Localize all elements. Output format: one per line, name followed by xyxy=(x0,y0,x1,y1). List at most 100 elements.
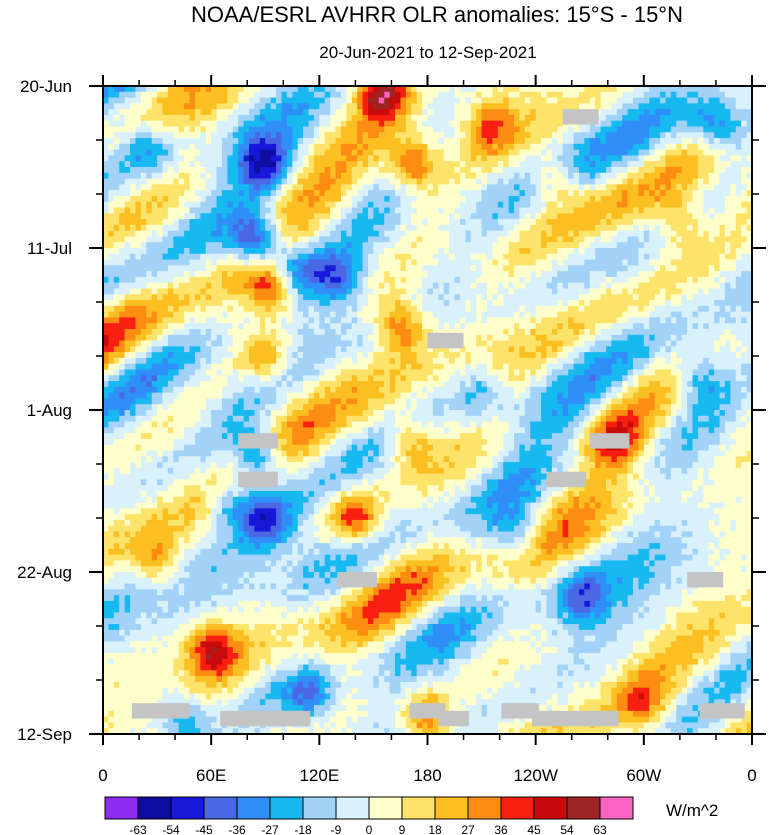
heatmap-cell xyxy=(568,190,575,197)
heatmap-cell xyxy=(465,172,472,180)
heatmap-cell xyxy=(211,259,218,266)
heatmap-cell xyxy=(638,167,645,174)
heatmap-cell xyxy=(449,242,456,249)
heatmap-cell xyxy=(465,167,472,174)
heatmap-cell xyxy=(492,317,499,324)
heatmap-cell xyxy=(530,178,537,185)
heatmap-cell xyxy=(557,120,564,128)
heatmap-cell xyxy=(146,91,153,99)
heatmap-cell xyxy=(368,138,375,145)
heatmap-cell xyxy=(119,311,126,319)
heatmap-cell xyxy=(232,109,239,116)
heatmap-cell xyxy=(454,288,461,295)
heatmap-cell xyxy=(378,276,385,284)
heatmap-cell xyxy=(297,288,304,295)
heatmap-cell xyxy=(146,305,153,313)
heatmap-cell xyxy=(611,230,618,238)
heatmap-cell xyxy=(454,114,461,122)
heatmap-cell xyxy=(303,120,310,128)
heatmap-cell xyxy=(411,259,418,266)
heatmap-cell xyxy=(605,161,612,168)
heatmap-cell xyxy=(211,184,218,191)
heatmap-cell xyxy=(319,103,326,110)
heatmap-cell xyxy=(638,132,645,139)
heatmap-cell xyxy=(654,155,661,162)
heatmap-cell xyxy=(211,311,218,319)
heatmap-cell xyxy=(427,91,434,99)
heatmap-cell xyxy=(432,300,439,307)
heatmap-cell xyxy=(714,184,721,191)
heatmap-cell xyxy=(173,248,180,255)
heatmap-cell xyxy=(162,195,169,203)
heatmap-cell xyxy=(151,109,158,116)
heatmap-cell xyxy=(649,109,656,116)
heatmap-cell xyxy=(130,172,137,180)
heatmap-cell xyxy=(162,109,169,116)
heatmap-cell xyxy=(741,161,748,168)
heatmap-cell xyxy=(697,91,704,99)
heatmap-cell xyxy=(697,190,704,197)
heatmap-cell xyxy=(167,323,174,330)
heatmap-cell xyxy=(449,323,456,330)
heatmap-cell xyxy=(519,242,526,249)
heatmap-cell xyxy=(714,201,721,209)
heatmap-cell xyxy=(497,300,504,307)
heatmap-cell xyxy=(508,126,515,133)
heatmap-cell xyxy=(611,248,618,255)
heatmap-cell xyxy=(416,103,423,110)
heatmap-cell xyxy=(335,207,342,214)
heatmap-cell xyxy=(205,259,212,266)
heatmap-cell xyxy=(411,172,418,180)
heatmap-cell xyxy=(697,97,704,104)
heatmap-cell xyxy=(151,271,158,278)
heatmap-cell xyxy=(578,300,585,307)
heatmap-cell xyxy=(184,288,191,295)
heatmap-cell xyxy=(660,242,667,249)
heatmap-cell xyxy=(519,201,526,209)
heatmap-cell xyxy=(541,224,548,232)
heatmap-cell xyxy=(140,323,147,330)
heatmap-cell xyxy=(497,236,504,243)
heatmap-cell xyxy=(162,190,169,197)
heatmap-cell xyxy=(519,317,526,324)
heatmap-cell xyxy=(368,242,375,249)
heatmap-cell xyxy=(140,305,147,313)
heatmap-cell xyxy=(676,97,683,104)
heatmap-cell xyxy=(724,91,731,99)
heatmap-cell xyxy=(259,300,266,307)
heatmap-cell xyxy=(622,184,629,191)
heatmap-cell xyxy=(135,86,142,93)
heatmap-cell xyxy=(308,213,315,220)
heatmap-cell xyxy=(113,143,120,151)
heatmap-cell xyxy=(692,300,699,307)
heatmap-cell xyxy=(697,207,704,214)
heatmap-cell xyxy=(151,230,158,238)
heatmap-cell xyxy=(243,120,250,128)
heatmap-cell xyxy=(654,253,661,261)
heatmap-cell xyxy=(719,230,726,238)
heatmap-cell xyxy=(270,149,277,157)
heatmap-cell xyxy=(568,167,575,174)
heatmap-cell xyxy=(211,219,218,226)
heatmap-cell xyxy=(221,219,228,226)
heatmap-cell xyxy=(227,184,234,191)
heatmap-cell xyxy=(697,276,704,284)
heatmap-cell xyxy=(308,120,315,128)
heatmap-cell xyxy=(200,230,207,238)
heatmap-cell xyxy=(303,109,310,116)
heatmap-cell xyxy=(124,242,131,249)
heatmap-cell xyxy=(319,253,326,261)
heatmap-cell xyxy=(330,184,337,191)
heatmap-cell xyxy=(654,190,661,197)
heatmap-cell xyxy=(638,172,645,180)
heatmap-cell xyxy=(281,317,288,324)
heatmap-cell xyxy=(373,213,380,220)
heatmap-cell xyxy=(568,265,575,272)
heatmap-cell xyxy=(508,282,515,290)
heatmap-cell xyxy=(454,120,461,128)
heatmap-cell xyxy=(200,97,207,104)
heatmap-cell xyxy=(405,91,412,99)
heatmap-cell xyxy=(232,323,239,330)
heatmap-cell xyxy=(346,86,353,93)
heatmap-cell xyxy=(157,201,164,209)
